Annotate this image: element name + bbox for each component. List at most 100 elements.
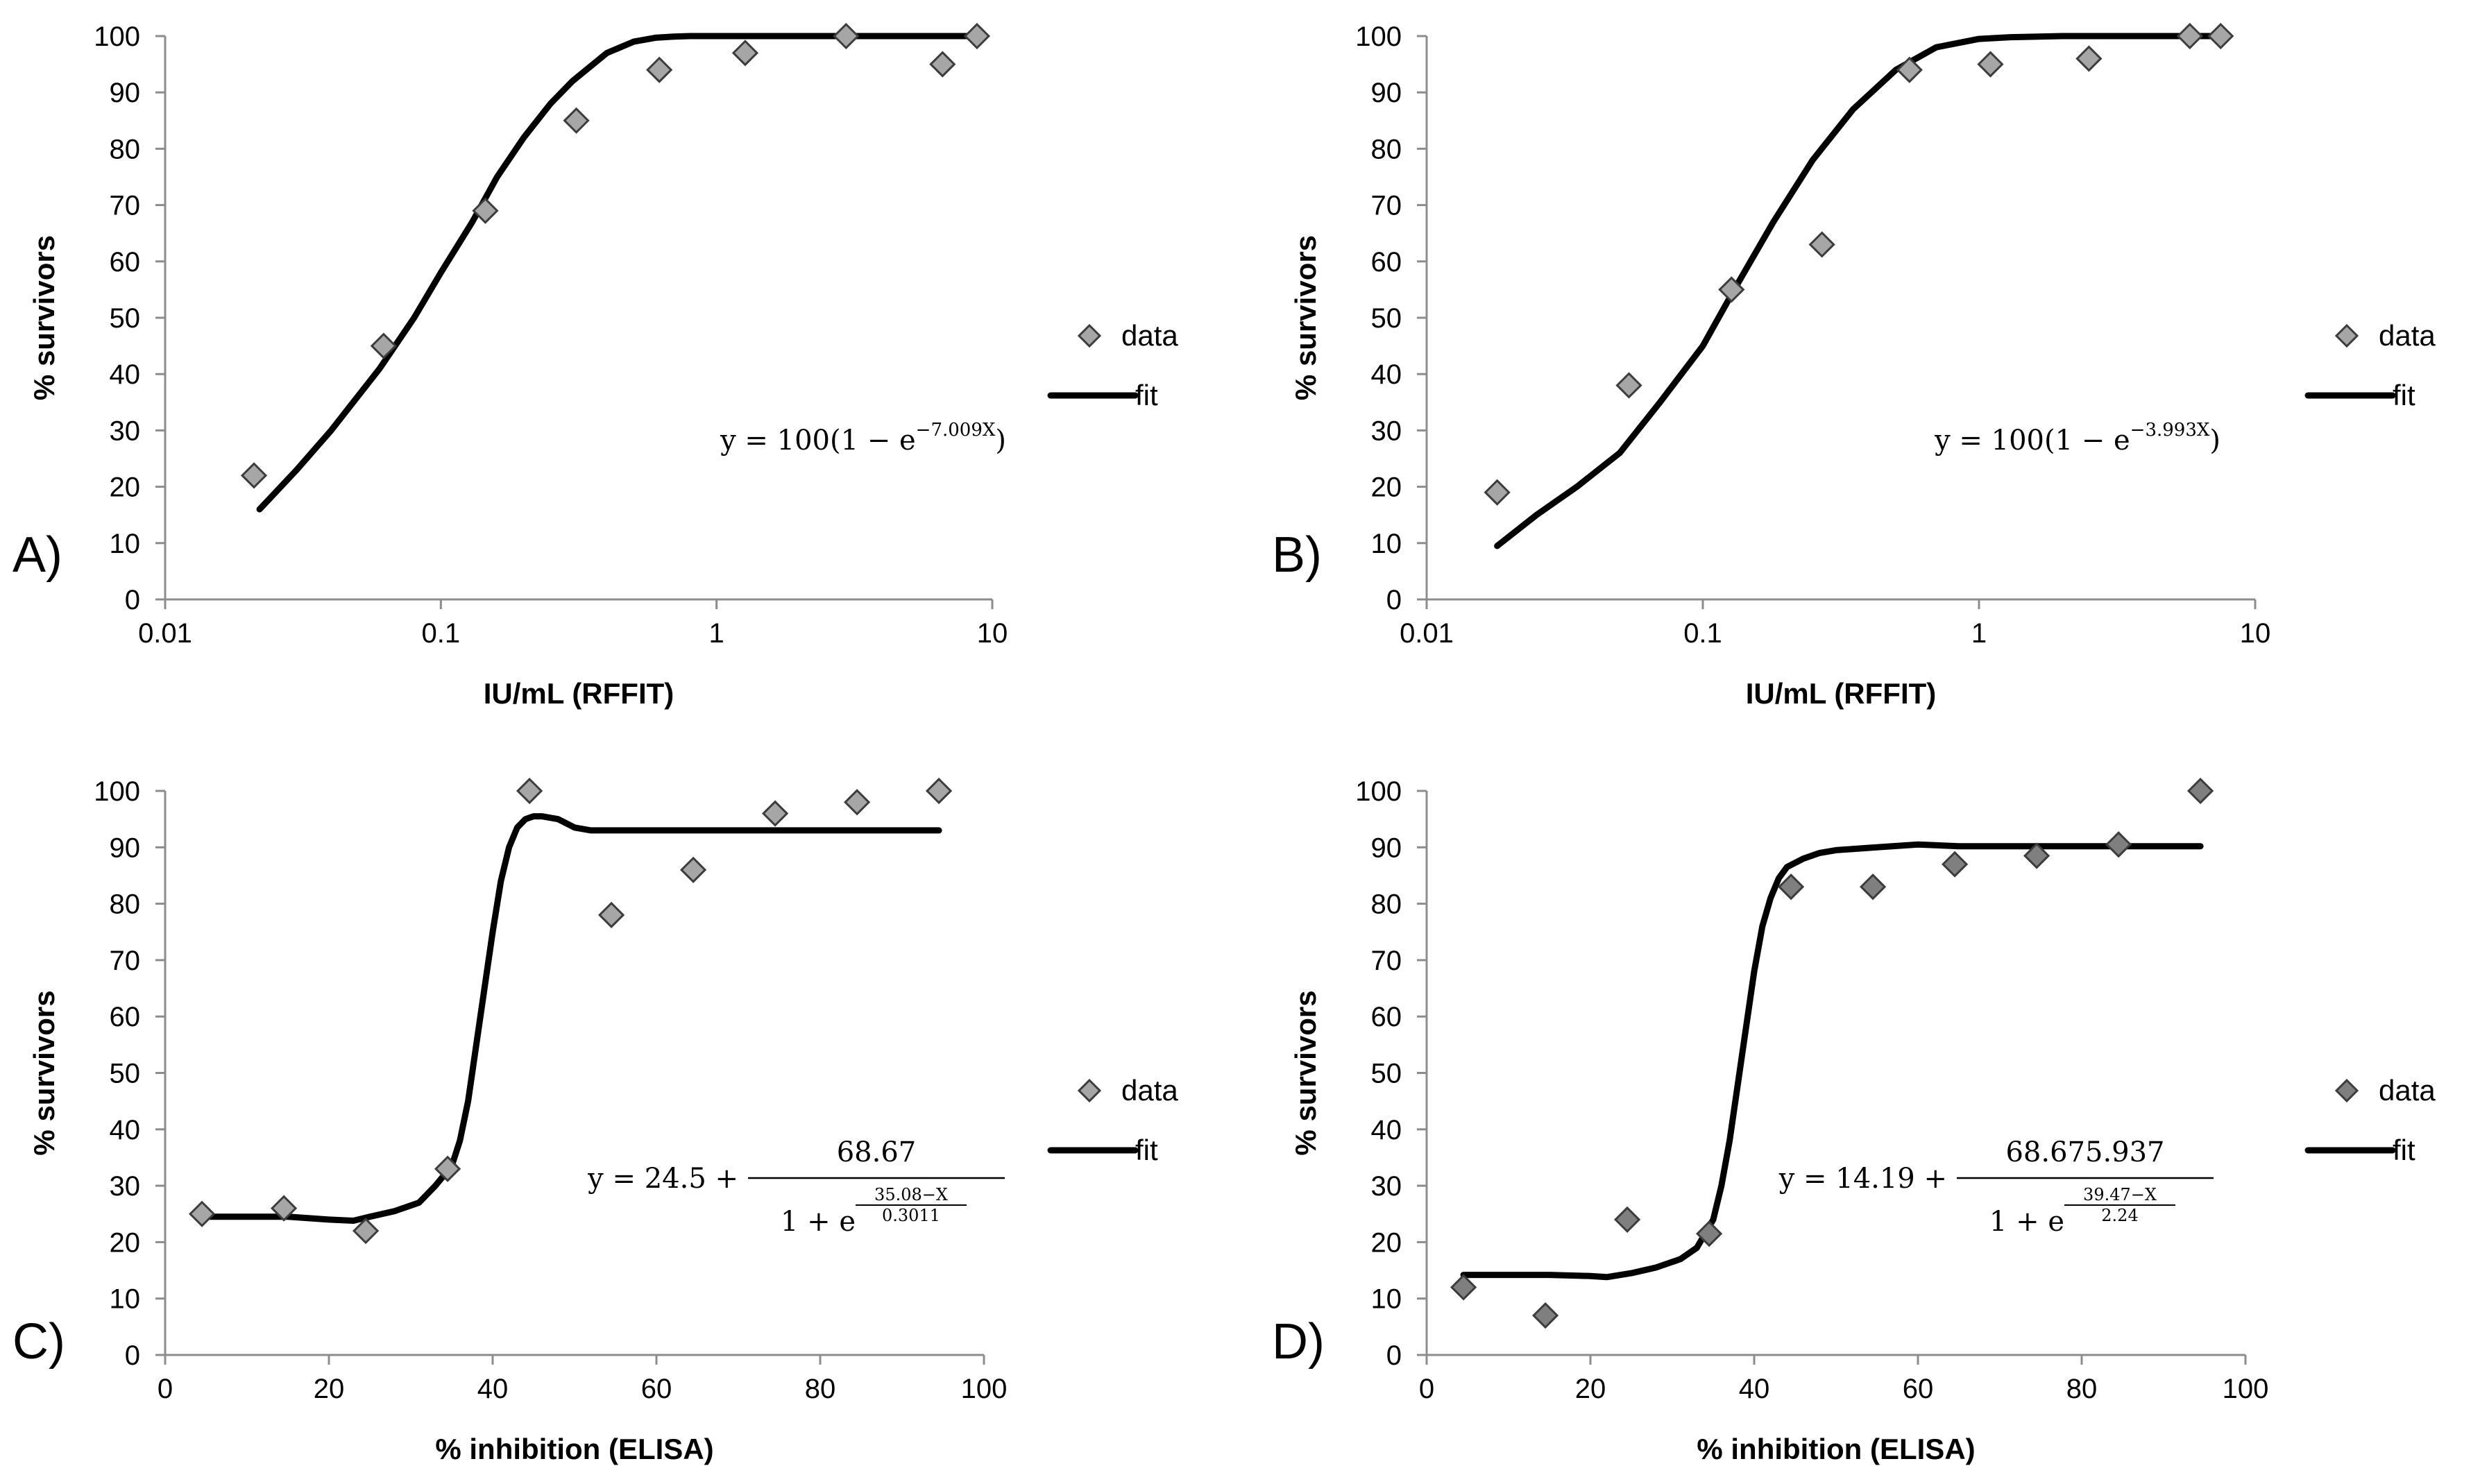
- y-tick-label: 70: [110, 191, 141, 221]
- data-point: [929, 51, 956, 78]
- y-tick-label: 0: [125, 1340, 140, 1371]
- y-tick-label: 100: [94, 22, 140, 52]
- x-tick-label: 60: [1903, 1374, 1934, 1404]
- y-tick-label: 100: [1355, 776, 1402, 807]
- x-tick-label: 0: [1419, 1374, 1434, 1404]
- data-point: [731, 40, 759, 67]
- y-tick-label: 10: [1371, 529, 1402, 559]
- legend-data-label: data: [2379, 1074, 2436, 1107]
- x-tick-label: 10: [2240, 618, 2271, 649]
- legend-data-marker: [1077, 323, 1102, 348]
- x-tick-label: 100: [2223, 1374, 2269, 1404]
- equation-prefix: y = 14.19 +: [1778, 1163, 1947, 1195]
- y-tick-label: 20: [1371, 1227, 1402, 1258]
- y-tick-label: 40: [110, 1115, 141, 1145]
- data-point: [1941, 851, 1969, 878]
- y-tick-label: 60: [110, 1002, 141, 1032]
- data-point: [1695, 1220, 1723, 1247]
- x-tick-label: 40: [1739, 1374, 1770, 1404]
- y-tick-label: 60: [110, 247, 141, 278]
- x-tick-label: 0.1: [1683, 618, 1722, 649]
- x-tick-label: 20: [1575, 1374, 1606, 1404]
- equation-denominator-base: 1 + e: [1989, 1206, 2064, 1238]
- data-point: [646, 56, 673, 83]
- data-point: [1808, 231, 1835, 258]
- panel-a: 0 10 20 30 40 50 60 70 80 90 100 0.01 0.1 1 10 IU/mL (R…: [12, 22, 1178, 710]
- y-tick-label: 50: [1371, 303, 1402, 334]
- panel-c: 0 10 20 30 40 50 60 70 80 90 100 0 20 40 60 80 100 % inhi…: [12, 776, 1178, 1465]
- data-point: [1615, 372, 1642, 399]
- y-axis-title: % survivors: [1289, 990, 1322, 1155]
- fit-curve: [1494, 33, 2232, 549]
- equation-numerator: 68.675.937: [2005, 1136, 2164, 1168]
- fit-equation: y = 100(1 − e−7.009X): [720, 420, 1006, 457]
- x-tick-label: 80: [2066, 1374, 2098, 1404]
- panel-b: 0 10 20 30 40 50 60 70 80 90 100 0.01 0.1 1 10 IU/mL (R…: [1272, 22, 2436, 710]
- y-tick-label: 20: [1371, 472, 1402, 503]
- legend-data-label: data: [2379, 319, 2436, 352]
- exponent-numerator: 39.47−X: [2083, 1185, 2157, 1204]
- y-tick-label: 20: [110, 472, 141, 503]
- x-tick-label: 0: [158, 1374, 173, 1404]
- data-point: [1450, 1274, 1477, 1301]
- y-tick-label: 50: [1371, 1059, 1402, 1089]
- data-point: [833, 22, 860, 50]
- y-tick-label: 70: [110, 946, 141, 976]
- y-tick-label: 80: [110, 889, 141, 920]
- fit-curve: [198, 813, 942, 1224]
- panel-label: A): [12, 527, 62, 583]
- data-point: [597, 901, 625, 928]
- fit-curve: [256, 33, 980, 513]
- y-tick-label: 40: [1371, 359, 1402, 390]
- y-tick-label: 20: [110, 1227, 141, 1258]
- y-tick-label: 100: [1355, 22, 1402, 52]
- y-tick-label: 80: [1371, 889, 1402, 920]
- y-tick-label: 60: [1371, 247, 1402, 278]
- equation-denominator-base: 1 + e: [781, 1206, 856, 1238]
- equation-text: y = 100(1 − e−7.009X): [720, 420, 1006, 457]
- x-tick-label: 1: [709, 618, 724, 649]
- data-point: [1859, 873, 1887, 901]
- y-axis-title: % survivors: [28, 990, 60, 1155]
- data-point: [2176, 22, 2203, 50]
- equation-prefix: y = 24.5 +: [587, 1163, 738, 1195]
- y-tick-label: 90: [110, 833, 141, 863]
- y-tick-label: 30: [110, 416, 141, 446]
- data-point: [434, 1155, 461, 1182]
- x-tick-label: 40: [477, 1374, 509, 1404]
- fit-curve: [1460, 841, 2204, 1281]
- x-tick-label: 1: [1971, 618, 1987, 649]
- legend-data-marker: [2334, 1078, 2359, 1103]
- data-point: [370, 332, 397, 359]
- legend-fit-label: fit: [2393, 1134, 2415, 1166]
- exponent-denominator: 2.24: [2101, 1206, 2138, 1225]
- y-tick-label: 40: [110, 359, 141, 390]
- exponent-numerator: 35.08−X: [874, 1185, 948, 1204]
- legend-data-marker: [2334, 323, 2359, 348]
- data-point: [925, 777, 953, 805]
- panel-label: D): [1272, 1314, 1325, 1370]
- x-axis-title: % inhibition (ELISA): [435, 1433, 713, 1465]
- y-tick-label: 80: [1371, 134, 1402, 164]
- equation-text: y = 100(1 − e−3.993X): [1934, 420, 2220, 457]
- exponent-denominator: 0.3011: [882, 1206, 940, 1225]
- panel-d: 0 10 20 30 40 50 60 70 80 90 100 0 20 40 60 80 100 % inhi…: [1272, 776, 2436, 1465]
- y-tick-label: 40: [1371, 1115, 1402, 1145]
- x-tick-label: 100: [961, 1374, 1008, 1404]
- data-point: [472, 197, 499, 224]
- y-tick-label: 90: [110, 78, 141, 108]
- legend-fit-label: fit: [1135, 379, 1158, 411]
- data-point: [1777, 873, 1805, 901]
- legend-data-label: data: [1121, 1074, 1178, 1107]
- y-tick-label: 90: [1371, 78, 1402, 108]
- data-point: [270, 1195, 298, 1222]
- data-point: [1977, 51, 2004, 78]
- x-tick-label: 10: [977, 618, 1008, 649]
- y-tick-label: 30: [110, 1171, 141, 1202]
- y-tick-label: 10: [1371, 1284, 1402, 1315]
- y-tick-label: 90: [1371, 833, 1402, 863]
- y-tick-label: 100: [94, 776, 140, 807]
- data-point: [188, 1200, 216, 1227]
- data-point: [1896, 56, 1923, 83]
- data-point: [2105, 831, 2132, 858]
